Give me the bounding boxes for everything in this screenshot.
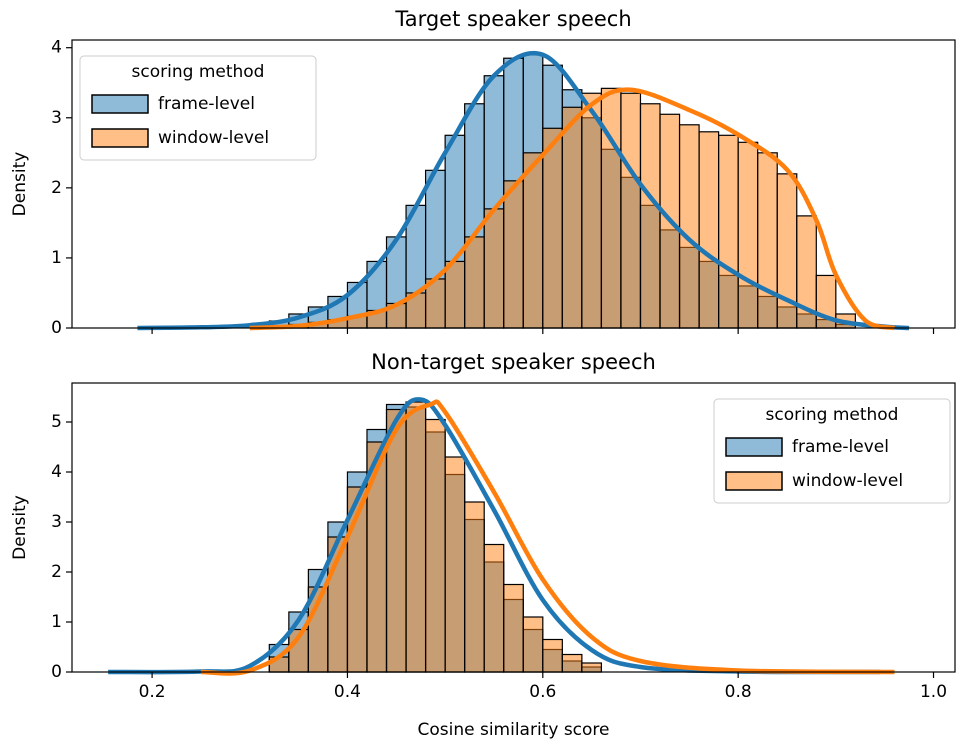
x-tick-label: 0.6	[529, 682, 556, 702]
histogram-bar	[405, 401, 427, 673]
histogram-bar	[639, 103, 661, 329]
histogram-bar	[385, 408, 407, 673]
chart-title: Target speaker speech	[394, 7, 631, 31]
histogram-bar	[483, 543, 505, 673]
x-tick-label: 0.4	[334, 682, 361, 702]
y-tick-label: 1	[51, 612, 62, 632]
legend-label: frame-level	[158, 94, 255, 114]
plot	[108, 397, 895, 676]
legend-swatch	[91, 128, 149, 148]
histogram-bar	[581, 662, 603, 673]
legend: scoring method frame-level window-level	[79, 55, 317, 161]
histogram-bar	[542, 638, 563, 673]
histogram-bar	[503, 180, 524, 329]
kde-line	[249, 87, 896, 331]
y-tick-label: 0	[51, 318, 62, 338]
chart-title: Non-target speaker speech	[371, 350, 656, 374]
histogram-bar	[444, 456, 466, 673]
histogram-bar	[464, 236, 485, 329]
histogram-bar	[620, 92, 642, 329]
x-tick-label: 1.0	[920, 682, 947, 702]
histogram-bar	[678, 124, 700, 329]
histogram-bar	[561, 653, 583, 673]
legend-title: scoring method	[766, 405, 899, 425]
x-tick-label: 0.8	[725, 682, 752, 702]
y-tick-label: 4	[51, 462, 62, 482]
histogram-bar	[522, 616, 544, 673]
histogram-bar	[464, 501, 485, 673]
legend-swatch	[725, 437, 783, 457]
axes-frame	[71, 39, 956, 329]
histogram-bar	[718, 134, 739, 329]
legend-title: scoring method	[132, 62, 265, 82]
legend-label: window-level	[792, 471, 903, 491]
legend-label: frame-level	[792, 437, 889, 457]
histogram-bar	[522, 152, 544, 329]
kde-line	[200, 399, 895, 676]
axes-frame	[71, 382, 956, 673]
histogram-bar	[424, 418, 446, 673]
y-tick-label: 2	[51, 562, 62, 582]
legend-label: window-level	[158, 128, 269, 148]
kde-line	[137, 50, 910, 331]
histogram-bar	[561, 106, 583, 329]
histogram-bar	[757, 152, 778, 329]
histogram-bar	[483, 208, 505, 329]
histogram-bar	[542, 127, 563, 329]
y-tick-label: 3	[51, 512, 62, 532]
y-tick-label: 2	[51, 178, 62, 198]
y-axis-label: Density	[10, 495, 30, 560]
histogram-bar	[581, 92, 603, 329]
histogram-bar	[600, 87, 622, 329]
y-tick-label: 5	[51, 412, 62, 432]
plot	[137, 50, 910, 331]
histogram-bar	[503, 583, 524, 673]
kde-line	[108, 397, 880, 675]
histogram-bar	[444, 260, 466, 329]
legend-swatch	[725, 471, 783, 491]
y-tick-label: 0	[51, 662, 62, 682]
y-tick-label: 1	[51, 248, 62, 268]
legend: scoring method frame-level window-level	[713, 398, 951, 504]
x-axis-label: Cosine similarity score	[417, 720, 609, 740]
y-tick-label: 4	[51, 38, 62, 58]
y-axis-label: Density	[10, 152, 30, 217]
x-tick-label: 0.2	[139, 682, 166, 702]
y-tick-label: 3	[51, 108, 62, 128]
histogram-bar	[698, 131, 720, 329]
legend-swatch	[91, 94, 149, 114]
histogram-bar	[737, 141, 759, 329]
